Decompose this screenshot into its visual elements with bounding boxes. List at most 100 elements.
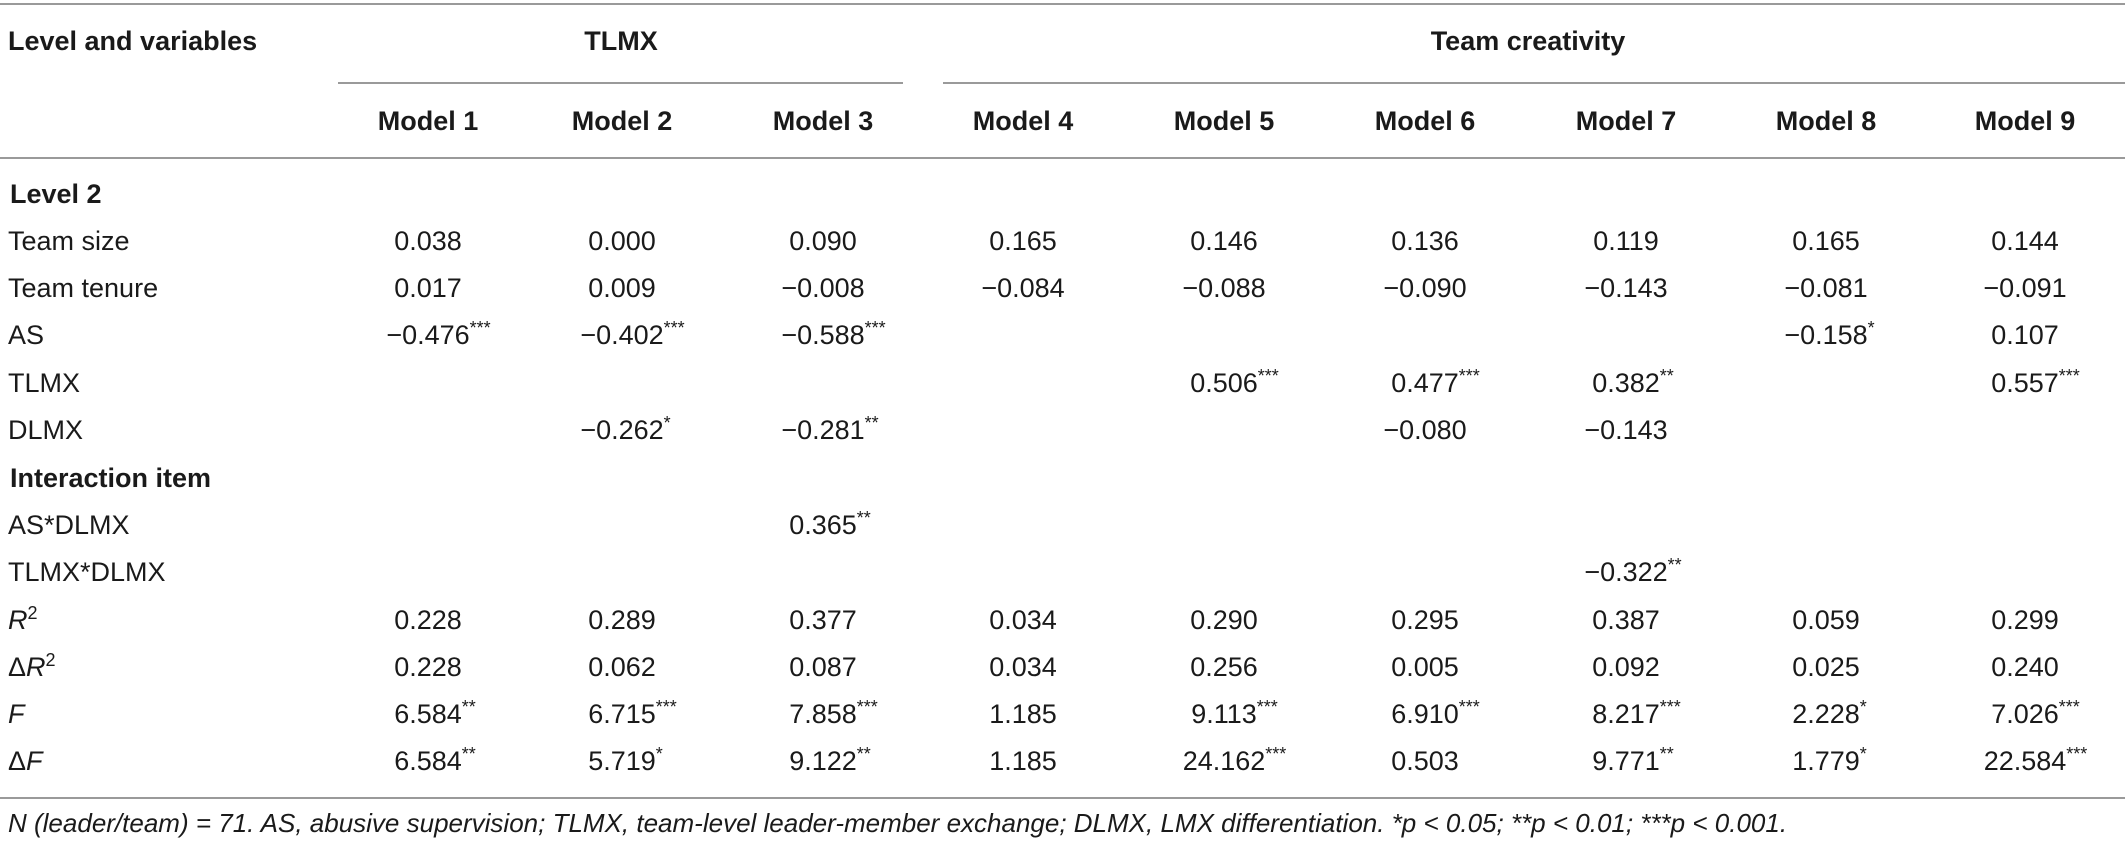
table-cell: 0.059	[1792, 603, 1860, 637]
cell-value: 9.113	[1191, 699, 1257, 729]
row-label: AS*DLMX	[8, 508, 130, 542]
cell-value: 0.034	[989, 605, 1057, 635]
table-cell: 6.584**	[394, 744, 476, 778]
table-cell: 0.295	[1391, 603, 1459, 637]
table-cell: −0.084	[981, 271, 1064, 305]
table-cell: −0.008	[781, 271, 864, 305]
row-label: F	[8, 697, 25, 731]
significance-marker: ***	[1265, 744, 1287, 764]
row-label-text: AS*DLMX	[8, 510, 130, 540]
table-cell: 6.715***	[588, 697, 677, 731]
group-header-tlmx: TLMX	[584, 26, 658, 56]
row-label-text: DLMX	[8, 415, 84, 445]
cell-value: 0.365	[789, 510, 857, 540]
section-interaction-item: Interaction item	[10, 463, 212, 493]
table-cell: 0.506***	[1190, 366, 1279, 400]
row-label: Team size	[8, 224, 130, 258]
cell-value: −0.080	[1383, 415, 1467, 445]
table-cell: −0.143	[1584, 271, 1667, 305]
cell-value: 1.185	[989, 699, 1057, 729]
table-cell: 0.146	[1190, 224, 1258, 258]
cell-value: −0.008	[781, 273, 865, 303]
table-cell: 7.026***	[1991, 697, 2080, 731]
table-cell: 0.025	[1792, 650, 1860, 684]
section-level-2: Level 2	[10, 179, 102, 209]
top-rule	[0, 3, 2125, 5]
cell-value: 0.107	[1991, 320, 2059, 350]
table-cell: 0.107	[1991, 318, 2059, 352]
cell-value: 0.146	[1190, 226, 1258, 256]
cell-value: 0.256	[1190, 652, 1258, 682]
table-cell: 22.584***	[1984, 744, 2088, 778]
table-cell: 0.136	[1391, 224, 1459, 258]
cell-value: 0.034	[989, 652, 1057, 682]
table-cell: 0.256	[1190, 650, 1258, 684]
cell-value: −0.084	[981, 273, 1065, 303]
table-cell: 1.185	[989, 744, 1057, 778]
cell-value: 0.000	[588, 226, 656, 256]
table-cell: 0.005	[1391, 650, 1459, 684]
model-header-6: Model 6	[1374, 106, 1476, 136]
row-label: DLMX	[8, 413, 83, 447]
significance-marker: ***	[2066, 744, 2088, 764]
cell-value: 0.228	[394, 605, 462, 635]
table-cell: 7.858***	[789, 697, 878, 731]
table-cell: −0.158*	[1784, 318, 1874, 352]
row-label: R2	[8, 603, 38, 637]
cell-value: 0.290	[1190, 605, 1258, 635]
cell-value: 0.295	[1391, 605, 1459, 635]
table-cell: 0.503	[1391, 744, 1459, 778]
table-cell: 24.162***	[1183, 744, 1287, 778]
table-cell: 1.779*	[1792, 744, 1867, 778]
table-note: N (leader/team) = 71. AS, abusive superv…	[8, 808, 1788, 838]
significance-marker: ***	[2058, 366, 2080, 386]
table-cell: 0.299	[1991, 603, 2059, 637]
row-label: Team tenure	[8, 271, 158, 305]
cell-value: −0.281	[781, 415, 865, 445]
table-cell: 0.377	[789, 603, 857, 637]
significance-marker: ***	[1659, 697, 1681, 717]
table-cell: 0.382**	[1592, 366, 1674, 400]
cell-value: 0.136	[1391, 226, 1459, 256]
significance-marker: ***	[663, 318, 685, 338]
cell-value: 0.062	[588, 652, 656, 682]
significance-marker: *	[1867, 318, 1875, 338]
significance-marker: **	[461, 697, 476, 717]
header-bottom-rule	[0, 157, 2125, 159]
table-cell: 6.910***	[1391, 697, 1480, 731]
table-cell: 0.365**	[789, 508, 871, 542]
tlmx-group-rule	[338, 82, 903, 84]
cell-value: 0.228	[394, 652, 462, 682]
cell-value: 0.005	[1391, 652, 1459, 682]
row-label: ΔF	[8, 744, 43, 778]
cell-value: 6.910	[1391, 699, 1459, 729]
cell-value: 0.017	[394, 273, 462, 303]
significance-marker: ***	[864, 318, 886, 338]
cell-value: 6.584	[394, 699, 462, 729]
table-cell: −0.476***	[386, 318, 490, 352]
significance-marker: ***	[655, 697, 677, 717]
row-label-text: R	[8, 605, 28, 635]
row-label: TLMX*DLMX	[8, 555, 166, 589]
table-cell: −0.262*	[580, 413, 670, 447]
cell-value: 0.090	[789, 226, 857, 256]
cell-value: 0.299	[1991, 605, 2059, 635]
cell-value: 0.059	[1792, 605, 1860, 635]
cell-value: −0.088	[1182, 273, 1266, 303]
cell-value: −0.158	[1784, 320, 1868, 350]
table-cell: −0.088	[1182, 271, 1265, 305]
model-header-8: Model 8	[1775, 106, 1877, 136]
significance-marker: **	[1659, 744, 1674, 764]
row-label-text: F	[8, 699, 25, 729]
row-label: AS	[8, 318, 44, 352]
table-cell: 0.477***	[1391, 366, 1480, 400]
cell-value: 0.289	[588, 605, 656, 635]
table-cell: 0.000	[588, 224, 656, 258]
table-cell: −0.080	[1383, 413, 1466, 447]
model-header-9: Model 9	[1974, 106, 2076, 136]
table-cell: 0.062	[588, 650, 656, 684]
cell-value: 5.719	[588, 746, 656, 776]
cell-value: −0.588	[781, 320, 865, 350]
significance-marker: *	[663, 413, 671, 433]
significance-marker: *	[1859, 744, 1867, 764]
